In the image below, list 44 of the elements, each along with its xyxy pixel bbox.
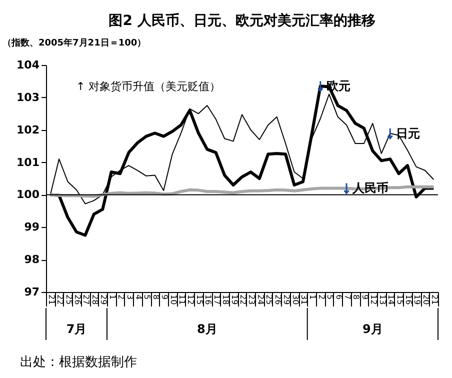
x-tick-label: 16 xyxy=(404,294,414,305)
x-tick-label: 21 xyxy=(430,294,440,305)
y-tick-label: 98 xyxy=(24,253,40,266)
text: 9月 xyxy=(362,322,383,336)
y-tick-label: 99 xyxy=(24,220,40,234)
x-tick-label: 30 xyxy=(290,294,300,305)
y-tick-label: 97 xyxy=(24,286,40,298)
x-tick-label: 19 xyxy=(412,294,422,305)
x-tick-label: 23 xyxy=(247,294,256,305)
x-tick-label: 18 xyxy=(221,294,230,305)
y-tick-label: 100 xyxy=(16,188,40,202)
x-tick-label: 29 xyxy=(282,294,292,305)
x-tick-label: 7 xyxy=(343,294,352,300)
x-tick-label: 9 xyxy=(160,294,170,300)
annotation: ↑ 对象货币升值（美元贬值） xyxy=(76,80,221,93)
x-tick-label: 1 xyxy=(108,294,117,300)
x-tick-label: 27 xyxy=(82,294,91,305)
y-axis-title: （指数、2005年7月21日＝100） xyxy=(2,38,146,48)
text: 8月 xyxy=(196,322,218,336)
x-tick-label: 2 xyxy=(316,294,326,300)
x-tick-label: 29 xyxy=(99,294,108,305)
x-tick-label: 1 xyxy=(308,294,318,300)
x-tick-label: 19 xyxy=(230,294,239,305)
x-tick-label: 26 xyxy=(72,294,82,305)
x-tick-label: 12 xyxy=(369,294,378,305)
x-tick-label: 13 xyxy=(378,294,387,305)
y-tick-label: 103 xyxy=(16,90,40,104)
x-tick-label: 5 xyxy=(142,294,152,300)
x-tick-label: 4 xyxy=(134,294,143,300)
chart-title: 图2 人民币、日元、欧元对美元汇率的推移 xyxy=(108,12,376,29)
x-tick-label: 24 xyxy=(256,294,265,305)
x-tick-label: 21 xyxy=(46,294,56,305)
y-tick-label: 104 xyxy=(16,58,40,72)
y-tick-label: 101 xyxy=(16,156,40,169)
x-tick-label: 10 xyxy=(168,294,178,305)
y-tick-label: 102 xyxy=(16,123,40,136)
text: 7月 xyxy=(66,322,87,336)
series-label: 日元 xyxy=(396,126,420,140)
x-tick-label: 15 xyxy=(194,294,204,305)
x-tick-label: 12 xyxy=(186,294,196,305)
x-tick-label: 16 xyxy=(204,294,213,305)
x-tick-label: 8 xyxy=(352,294,361,300)
series-label: 人民币 xyxy=(352,181,389,196)
text: 出处：根据数据制作 xyxy=(20,355,137,370)
